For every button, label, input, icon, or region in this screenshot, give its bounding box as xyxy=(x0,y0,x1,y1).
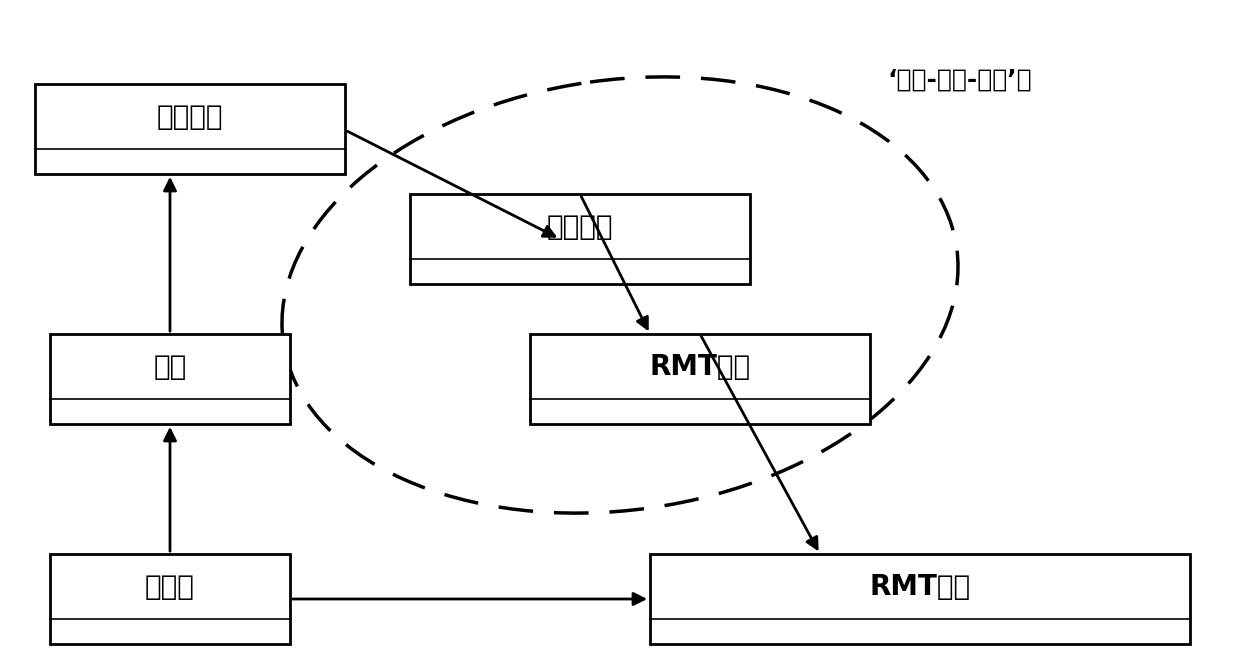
Text: 加工特征: 加工特征 xyxy=(156,102,223,131)
Text: 加工操作: 加工操作 xyxy=(547,212,614,240)
Text: 零件: 零件 xyxy=(154,353,187,380)
Text: ‘特征-操作-模块’钉: ‘特征-操作-模块’钉 xyxy=(888,68,1033,92)
Bar xyxy=(529,334,870,424)
Bar xyxy=(50,334,290,424)
Bar xyxy=(35,84,345,174)
Text: 零件族: 零件族 xyxy=(145,572,195,600)
Text: RMT构型: RMT构型 xyxy=(869,572,971,600)
Bar xyxy=(50,554,290,644)
Text: RMT模块: RMT模块 xyxy=(650,353,750,380)
Bar xyxy=(410,194,750,284)
Bar xyxy=(650,554,1190,644)
